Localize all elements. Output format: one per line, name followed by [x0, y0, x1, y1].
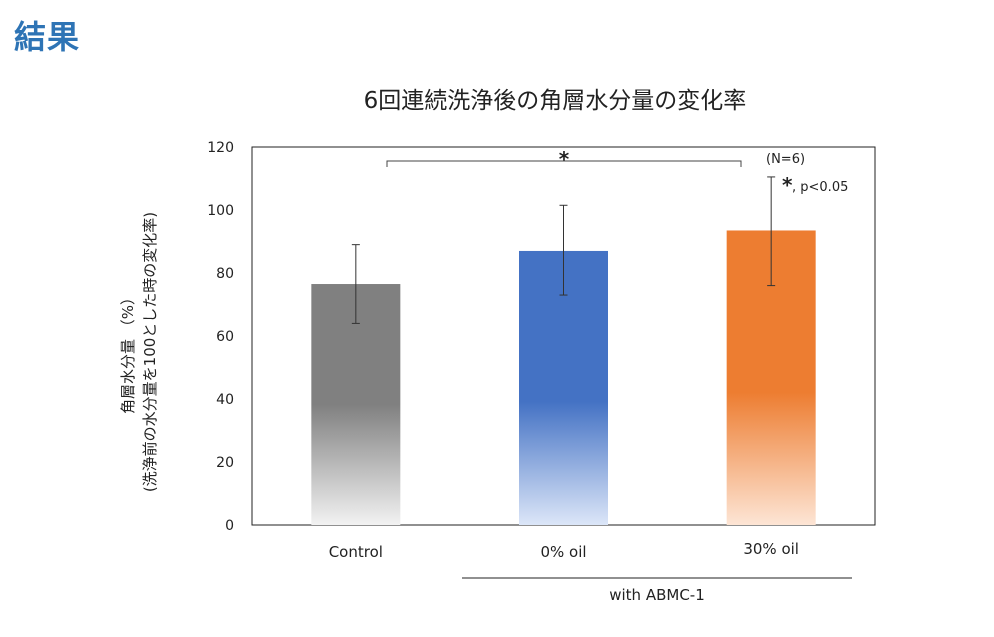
- slide-heading: 結果: [14, 18, 81, 56]
- bars: [311, 230, 816, 525]
- y-axis-ticks: 0 20 40 60 80 100 120: [207, 140, 234, 534]
- error-bar-1: [351, 244, 360, 324]
- significance-bracket: [386, 160, 742, 167]
- y-axis-label-line1: 角層水分量 （%）: [119, 290, 137, 414]
- bar-1: [311, 284, 401, 525]
- bar-2: [519, 250, 608, 525]
- y-tick-label: 0: [225, 518, 234, 534]
- y-axis-label-line2: (洗浄前の水分量を100とした時の変化率): [141, 212, 159, 492]
- chart-title: 6回連続洗浄後の角層水分量の変化率: [364, 88, 747, 114]
- n-note: (N=6): [766, 152, 805, 167]
- group-label: with ABMC-1: [609, 586, 705, 604]
- y-tick-label: 80: [216, 266, 234, 282]
- y-tick-label: 120: [207, 140, 234, 156]
- category-label: 30% oil: [743, 540, 799, 558]
- category-label: 0% oil: [540, 543, 586, 561]
- y-tick-label: 60: [216, 329, 234, 345]
- error-bar-3: [767, 176, 776, 287]
- x-axis-categories: Control 0% oil 30% oil: [329, 540, 799, 561]
- error-bars: [351, 176, 776, 324]
- y-tick-label: 100: [207, 203, 234, 219]
- category-label: Control: [329, 543, 383, 561]
- error-bar-2: [559, 204, 568, 296]
- p-note-mark: *: [782, 173, 793, 197]
- y-tick-label: 40: [216, 392, 234, 408]
- p-note-text: , p<0.05: [792, 180, 848, 195]
- significance-mark: *: [559, 147, 570, 171]
- y-tick-label: 20: [216, 455, 234, 471]
